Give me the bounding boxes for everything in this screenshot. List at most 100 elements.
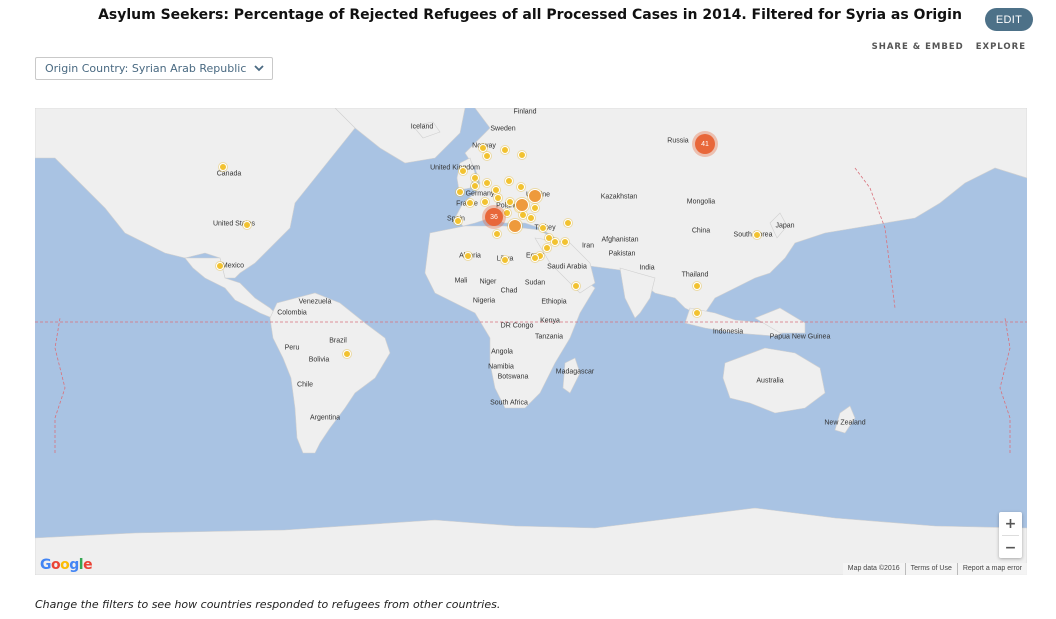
map-label: Nigeria	[472, 297, 496, 305]
terms-of-use-link[interactable]: Terms of Use	[904, 563, 957, 575]
refugee-marker[interactable]	[492, 186, 500, 194]
refugee-marker[interactable]	[693, 309, 701, 317]
refugee-marker[interactable]	[493, 230, 501, 238]
refugee-marker[interactable]	[464, 252, 472, 260]
refugee-marker[interactable]	[543, 244, 551, 252]
refugee-marker[interactable]	[501, 256, 509, 264]
map-label: Canada	[216, 170, 242, 178]
zoom-controls[interactable]: + −	[999, 512, 1022, 558]
map-label: Sudan	[524, 279, 546, 287]
refugee-marker[interactable]	[456, 188, 464, 196]
map-label: Iran	[581, 242, 595, 250]
map-label: Tanzania	[534, 333, 564, 341]
explore-link[interactable]: EXPLORE	[975, 42, 1026, 52]
refugee-marker[interactable]	[501, 146, 509, 154]
world-map[interactable]: FinlandSwedenIcelandNorwayRussiaUnited K…	[35, 108, 1027, 575]
map-label: Namibia	[488, 363, 514, 371]
map-label: Ethiopia	[541, 298, 567, 306]
marker-cluster[interactable]: 36	[485, 208, 503, 226]
refugee-marker[interactable]	[561, 238, 569, 246]
map-label: Thailand	[681, 271, 709, 279]
map-data-text: Map data ©2016	[847, 565, 900, 572]
refugee-marker-large[interactable]	[528, 189, 542, 203]
chevron-down-icon	[254, 65, 264, 72]
refugee-marker[interactable]	[471, 182, 479, 190]
origin-country-value: Origin Country: Syrian Arab Republic	[45, 62, 247, 75]
map-label: Indonesia	[712, 328, 744, 336]
map-label: DR Congo	[500, 322, 534, 330]
report-map-error-link[interactable]: Report a map error	[956, 563, 1027, 575]
refugee-marker[interactable]	[753, 231, 761, 239]
refugee-marker[interactable]	[494, 194, 502, 202]
map-label: United Kingdom	[430, 164, 480, 172]
zoom-out-button[interactable]: −	[1004, 539, 1017, 556]
refugee-marker[interactable]	[219, 163, 227, 171]
refugee-marker-large[interactable]	[508, 219, 522, 233]
footnote: Change the filters to see how countries …	[35, 598, 501, 611]
map-label: China	[691, 227, 711, 235]
map-label: Colombia	[277, 309, 307, 317]
origin-country-select[interactable]: Origin Country: Syrian Arab Republic	[35, 57, 273, 80]
refugee-marker[interactable]	[531, 204, 539, 212]
google-logo: Google	[40, 557, 93, 573]
refugee-marker[interactable]	[531, 254, 539, 262]
refugee-marker[interactable]	[551, 238, 559, 246]
map-label: Poland	[496, 202, 518, 210]
refugee-marker[interactable]	[479, 144, 487, 152]
map-label: Germany	[465, 190, 495, 198]
map-label: Sweden	[490, 125, 516, 133]
refugee-marker[interactable]	[539, 224, 547, 232]
refugee-marker[interactable]	[243, 221, 251, 229]
map-label: Argentina	[310, 414, 340, 422]
map-label: Niger	[479, 278, 497, 286]
page-title: Asylum Seekers: Percentage of Rejected R…	[98, 7, 962, 23]
refugee-marker[interactable]	[572, 282, 580, 290]
marker-cluster[interactable]: 41	[695, 134, 715, 154]
share-embed-link[interactable]: SHARE & EMBED	[871, 42, 964, 52]
map-label: United States	[212, 220, 256, 228]
refugee-marker[interactable]	[343, 350, 351, 358]
map-label: Madagascar	[555, 368, 595, 376]
refugee-marker[interactable]	[505, 177, 513, 185]
refugee-marker[interactable]	[483, 179, 491, 187]
map-label: Mali	[454, 277, 468, 285]
map-label: India	[639, 264, 655, 272]
refugee-marker[interactable]	[216, 262, 224, 270]
map-attribution: Map data ©2016 Terms of Use Report a map…	[842, 563, 1027, 575]
refugee-marker[interactable]	[517, 183, 525, 191]
map-label: New Zealand	[824, 419, 866, 427]
refugee-marker[interactable]	[481, 198, 489, 206]
map-label: Japan	[775, 222, 795, 230]
refugee-marker[interactable]	[518, 151, 526, 159]
map-label: Afghanistan	[601, 236, 639, 244]
refugee-marker[interactable]	[471, 174, 479, 182]
refugee-marker[interactable]	[693, 282, 701, 290]
map-label: Iceland	[410, 123, 434, 131]
refugee-marker[interactable]	[503, 209, 511, 217]
map-label: Saudi Arabia	[547, 263, 587, 271]
refugee-marker-large[interactable]	[515, 198, 529, 212]
refugee-marker[interactable]	[483, 152, 491, 160]
map-label: Kazakhstan	[600, 193, 638, 201]
zoom-in-button[interactable]: +	[1004, 515, 1017, 532]
map-label: Australia	[756, 377, 784, 385]
map-label: Peru	[284, 344, 300, 352]
refugee-marker[interactable]	[564, 219, 572, 227]
refugee-marker[interactable]	[527, 214, 535, 222]
map-label: Botswana	[497, 373, 529, 381]
map-label: Venezuela	[298, 298, 332, 306]
refugee-marker[interactable]	[466, 199, 474, 207]
refugee-marker[interactable]	[459, 167, 467, 175]
map-label: Chad	[500, 287, 518, 295]
map-label: South Africa	[490, 399, 528, 407]
refugee-marker[interactable]	[454, 217, 462, 225]
map-label: Brazil	[329, 337, 347, 345]
refugee-marker[interactable]	[519, 211, 527, 219]
map-label: Mongolia	[686, 198, 716, 206]
map-label: Kenya	[540, 317, 560, 325]
map-label: Russia	[667, 137, 689, 145]
edit-button[interactable]: EDIT	[985, 8, 1033, 31]
header-links: SHARE & EMBED EXPLORE	[872, 42, 1026, 52]
map-basemap	[35, 108, 1027, 575]
refugee-marker[interactable]	[506, 198, 514, 206]
